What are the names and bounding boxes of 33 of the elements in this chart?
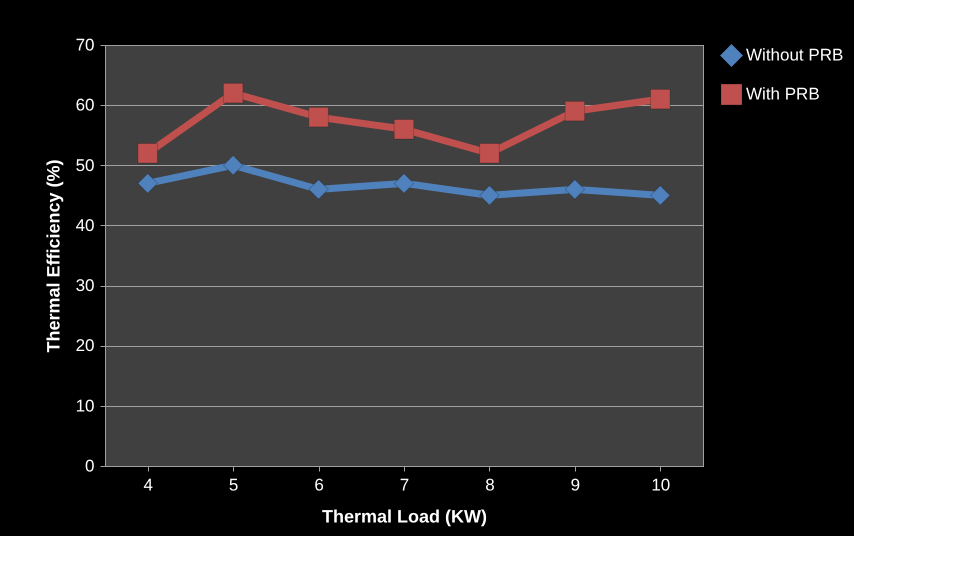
y-tick-label: 30 [76, 276, 94, 296]
y-tick-label: 40 [76, 216, 94, 235]
y-tick-label: 70 [76, 36, 94, 54]
point [650, 88, 671, 110]
legend-label: With PRB [746, 84, 820, 104]
point [564, 179, 586, 200]
x-tick-label: 10 [651, 476, 670, 494]
x-tick-label: 6 [314, 476, 324, 494]
point [137, 143, 158, 164]
legend-label: Without PRB [746, 46, 844, 64]
point [394, 173, 414, 194]
y-tick-label: 20 [76, 336, 94, 356]
x-axis-title: Thermal Load (KW) [322, 506, 488, 526]
point [394, 118, 414, 140]
point [222, 82, 244, 104]
x-tick-label: 4 [143, 476, 153, 494]
point [137, 173, 158, 194]
x-tick-label: 9 [570, 476, 580, 494]
point [308, 106, 329, 128]
y-tick-label: 60 [76, 96, 94, 115]
x-tick-label: 5 [228, 476, 238, 494]
x-tick-label: 7 [400, 476, 410, 494]
point [308, 179, 329, 200]
y-tick-label: 50 [76, 156, 94, 175]
point [222, 155, 244, 176]
point [479, 143, 500, 164]
y-tick-label: 0 [85, 456, 94, 476]
point [564, 100, 586, 122]
point [650, 185, 671, 206]
y-axis-title: Thermal Efficiency (%) [44, 159, 64, 353]
point [479, 185, 500, 206]
x-tick-label: 8 [485, 476, 495, 494]
y-tick-label: 10 [76, 396, 94, 416]
